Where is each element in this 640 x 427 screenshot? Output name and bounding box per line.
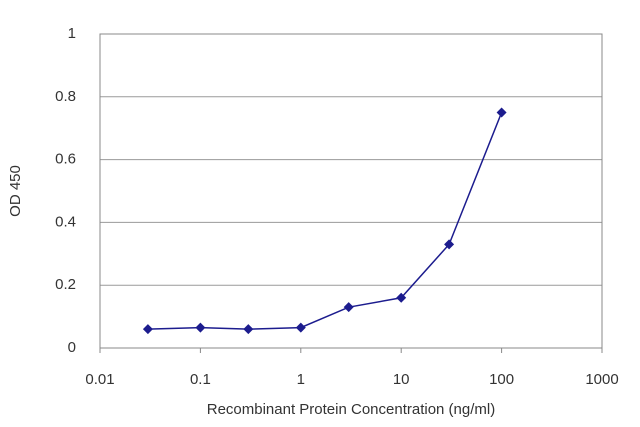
data-point: [142, 324, 153, 335]
x-tick-label: 1: [297, 371, 305, 388]
y-tick-label: 0.2: [55, 276, 76, 293]
x-tick-label: 0.1: [190, 371, 211, 388]
y-tick-label: 0.8: [55, 88, 76, 105]
x-tick-label: 10: [393, 371, 410, 388]
data-point: [496, 107, 507, 118]
x-axis-label: Recombinant Protein Concentration (ng/ml…: [207, 401, 495, 418]
data-point: [195, 322, 206, 333]
y-axis-label: OD 450: [7, 165, 24, 217]
data-point: [295, 322, 306, 333]
data-point: [444, 239, 455, 250]
y-tick-label: 1: [68, 25, 76, 42]
data-point: [343, 302, 354, 313]
y-tick-label: 0: [68, 339, 76, 356]
plot-frame: [99, 33, 603, 349]
x-tick-label: 100: [489, 371, 514, 388]
data-point: [396, 292, 407, 303]
series-line: [147, 112, 503, 330]
y-tick-label: 0.4: [55, 213, 76, 230]
x-tick-label: 0.01: [85, 371, 114, 388]
data-point: [243, 324, 254, 335]
x-tick-label: 1000: [585, 371, 618, 388]
y-tick-label: 0.6: [55, 151, 76, 168]
